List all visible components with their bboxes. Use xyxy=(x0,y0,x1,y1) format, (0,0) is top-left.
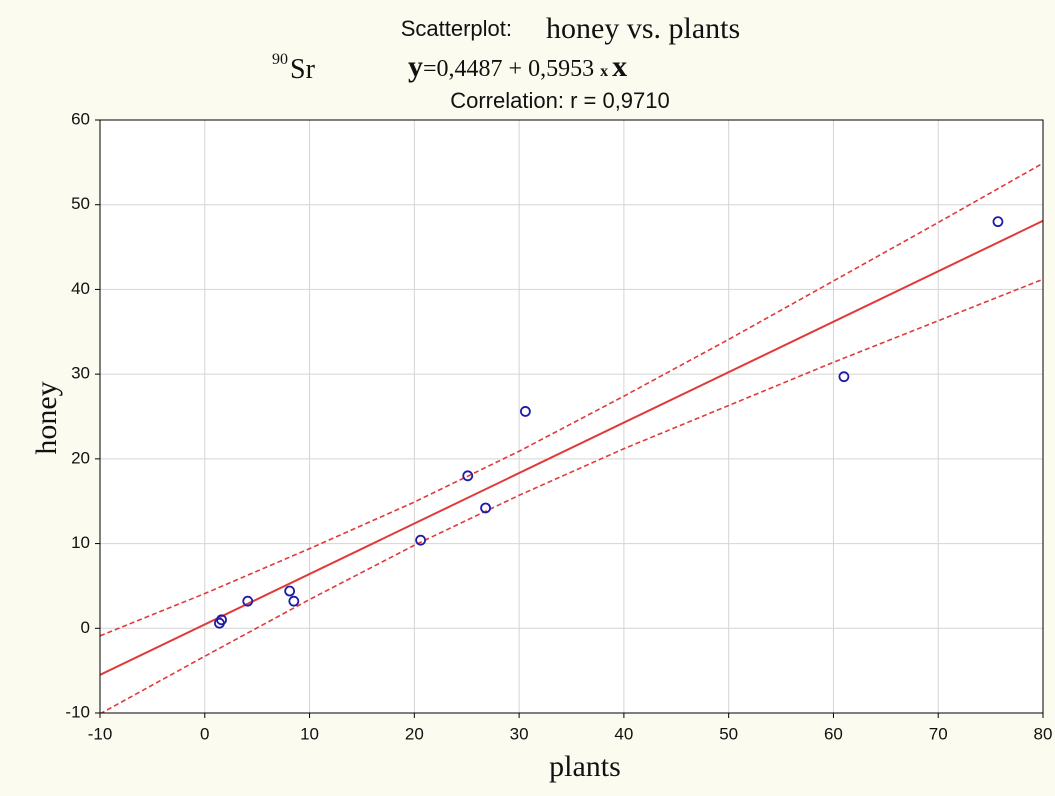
point xyxy=(216,614,227,626)
x-tick-label: 20 xyxy=(405,724,424,743)
x-axis-label: plants xyxy=(549,750,621,783)
point xyxy=(519,406,531,417)
y-axis-label: honey xyxy=(30,381,63,454)
equation-times: x xyxy=(600,63,608,80)
correlation: Correlation: r = 0,9710 xyxy=(450,88,670,113)
y-tick-label: 0 xyxy=(81,618,90,637)
equation-y: y xyxy=(408,50,423,83)
equation: y=0,4487 + 0,5953 x x xyxy=(408,50,627,83)
plot-frame xyxy=(99,119,1044,714)
point xyxy=(992,216,1004,228)
y-tick-label: 30 xyxy=(71,364,90,383)
point xyxy=(288,595,300,607)
confidence-lower xyxy=(100,278,1043,713)
title-label: Scatterplot: xyxy=(401,16,512,41)
tick-labels: -10 0 10 20 30 40 50 60 70 80 -10 0 10 20 30 40 50 60 xyxy=(65,109,1052,743)
x-tick-label: 70 xyxy=(929,724,948,743)
plot-area xyxy=(100,120,1043,713)
x-tick-label: 50 xyxy=(719,724,738,743)
point xyxy=(284,585,296,597)
x-tick-label: 80 xyxy=(1034,724,1053,743)
x-tick-label: -10 xyxy=(88,724,113,743)
confidence-upper xyxy=(100,162,1043,637)
y-tick-label: -10 xyxy=(65,702,90,721)
x-tick-label: 30 xyxy=(510,724,529,743)
x-tick-label: 0 xyxy=(200,724,209,743)
point xyxy=(415,534,427,546)
x-tick-label: 10 xyxy=(300,724,319,743)
x-tick-label: 60 xyxy=(824,724,843,743)
x-tick-label: 40 xyxy=(614,724,633,743)
y-tick-label: 10 xyxy=(71,533,90,552)
point xyxy=(242,595,254,607)
point xyxy=(462,470,474,482)
fit-line xyxy=(100,219,1043,676)
equation-x: x xyxy=(612,50,627,83)
y-tick-label: 50 xyxy=(71,194,90,213)
isotope-mass: 90 xyxy=(272,51,288,68)
point xyxy=(480,502,491,514)
y-tick-label: 20 xyxy=(71,448,90,467)
y-tick-label: 40 xyxy=(71,279,90,298)
isotope-symbol: Sr xyxy=(290,54,316,85)
point xyxy=(838,371,850,383)
marks xyxy=(100,162,1043,713)
equation-body: =0,4487 + 0,5953 xyxy=(423,56,594,82)
y-tick-label: 60 xyxy=(71,109,90,128)
chart-title: honey vs. plants xyxy=(546,12,740,45)
